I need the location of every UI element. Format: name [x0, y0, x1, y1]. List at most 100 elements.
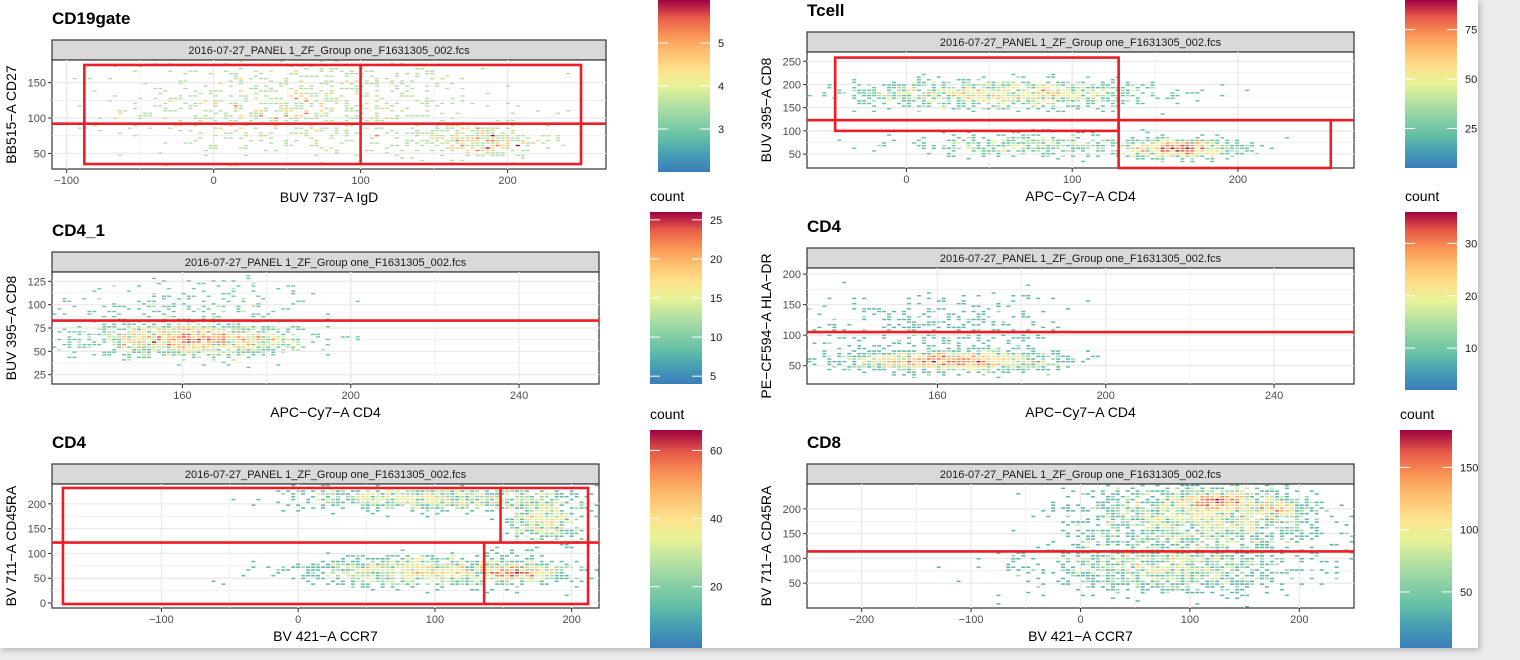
density-cell	[271, 343, 276, 346]
density-cell	[390, 507, 395, 509]
density-cell	[435, 144, 440, 147]
density-cell	[146, 341, 151, 343]
density-cell	[951, 139, 956, 142]
density-cell	[1071, 360, 1076, 363]
density-cell	[485, 129, 490, 132]
density-cell	[1120, 100, 1125, 102]
density-cell	[430, 493, 435, 495]
density-cell	[1026, 137, 1031, 139]
density-cell	[490, 518, 495, 521]
chart-title: Tcell	[807, 1, 844, 20]
density-cell	[1076, 92, 1080, 94]
density-cell	[445, 127, 450, 129]
density-cell	[539, 569, 544, 571]
density-cell	[887, 108, 892, 110]
density-cell	[311, 574, 316, 577]
density-cell	[1235, 529, 1240, 532]
density-cell	[67, 356, 72, 359]
density-cell	[956, 345, 961, 347]
density-cell	[122, 336, 127, 338]
density-cell	[872, 110, 877, 113]
density-cell	[142, 333, 146, 336]
density-cell	[291, 285, 296, 287]
density-cell	[216, 349, 221, 351]
density-cell	[133, 125, 138, 127]
density-cell	[1016, 493, 1021, 495]
density-cell	[1001, 150, 1006, 152]
density-cell	[1016, 110, 1021, 113]
density-cell	[435, 125, 440, 127]
density-cell	[236, 323, 241, 325]
density-cell	[1255, 487, 1260, 490]
density-cell	[505, 493, 509, 495]
density-cell	[966, 137, 971, 139]
legend-colorbar	[1405, 212, 1457, 390]
density-cell	[256, 349, 261, 351]
density-cell	[176, 336, 181, 338]
density-cell	[951, 134, 956, 136]
density-cell	[211, 346, 216, 348]
density-cell	[201, 315, 206, 318]
density-cell	[1031, 84, 1036, 86]
density-cell	[460, 484, 465, 487]
density-cell	[1066, 144, 1071, 147]
density-cell	[1215, 144, 1220, 147]
density-cell	[986, 339, 991, 342]
density-cell	[420, 498, 425, 501]
density-cell	[941, 97, 946, 99]
density-cell	[127, 333, 132, 336]
density-cell	[966, 100, 971, 102]
density-cell	[271, 328, 276, 331]
density-cell	[390, 566, 395, 568]
density-cell	[350, 583, 355, 585]
density-cell	[1294, 529, 1299, 532]
density-cell	[339, 142, 344, 144]
density-cell	[294, 105, 299, 107]
density-cell	[901, 374, 906, 376]
density-cell	[1230, 510, 1235, 512]
density-cell	[1006, 305, 1011, 308]
density-cell	[1011, 368, 1016, 371]
density-cell	[862, 329, 867, 331]
density-cell	[569, 507, 574, 509]
density-cell	[213, 90, 218, 92]
density-cell	[1125, 100, 1130, 102]
density-cell	[480, 563, 485, 566]
density-cell	[1056, 350, 1061, 352]
density-cell	[394, 137, 400, 139]
density-cell	[991, 329, 996, 331]
density-cell	[541, 142, 546, 144]
density-cell	[807, 308, 812, 310]
density-cell	[133, 134, 138, 137]
density-cell	[564, 566, 569, 568]
density-cell	[1269, 532, 1274, 535]
density-cell	[339, 82, 344, 85]
density-cell	[445, 577, 450, 580]
density-cell	[1001, 102, 1006, 105]
density-cell	[832, 318, 837, 321]
density-cell	[544, 535, 549, 537]
density-cell	[1145, 131, 1150, 134]
density-cell	[425, 510, 430, 512]
density-cell	[1071, 134, 1076, 136]
density-cell	[1041, 142, 1046, 144]
density-cell	[1160, 529, 1165, 532]
density-cell	[1190, 490, 1195, 492]
density-cell	[340, 563, 345, 566]
density-cell	[500, 498, 505, 501]
density-cell	[271, 310, 276, 313]
density-cell	[887, 318, 892, 321]
density-cell	[539, 510, 544, 512]
density-cell	[389, 90, 394, 92]
density-cell	[1130, 84, 1135, 86]
density-cell	[236, 349, 241, 351]
density-cell	[887, 324, 892, 326]
density-cell	[304, 112, 309, 115]
density-cell	[1105, 94, 1110, 97]
density-cell	[389, 80, 394, 82]
density-cell	[92, 341, 97, 343]
density-cell	[579, 507, 584, 509]
density-cell	[887, 358, 892, 360]
density-cell	[216, 323, 221, 325]
density-cell	[470, 493, 475, 495]
